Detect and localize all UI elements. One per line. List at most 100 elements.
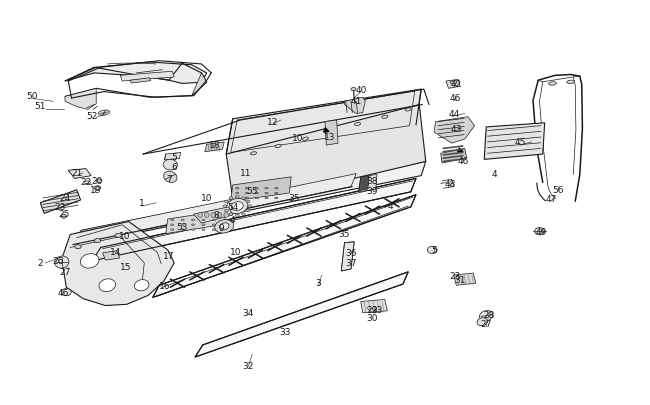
Text: 56: 56: [552, 185, 564, 194]
Text: 10: 10: [201, 193, 213, 202]
Ellipse shape: [274, 188, 278, 190]
Text: 18: 18: [209, 141, 220, 149]
Ellipse shape: [212, 224, 216, 226]
Ellipse shape: [214, 220, 234, 234]
Ellipse shape: [99, 279, 116, 292]
Ellipse shape: [235, 196, 239, 198]
Text: 5: 5: [432, 246, 437, 255]
Text: 10: 10: [119, 231, 131, 240]
Text: 53: 53: [176, 222, 188, 231]
Text: 9: 9: [218, 223, 224, 232]
Text: 19: 19: [90, 185, 102, 194]
Ellipse shape: [549, 83, 556, 86]
Polygon shape: [226, 105, 426, 207]
Text: 23: 23: [371, 305, 383, 314]
Ellipse shape: [231, 202, 243, 211]
Text: 32: 32: [242, 361, 254, 370]
Polygon shape: [359, 175, 377, 192]
Text: 10: 10: [229, 247, 241, 256]
Text: 47: 47: [545, 195, 557, 204]
Text: 40: 40: [355, 85, 367, 94]
Text: 2: 2: [38, 258, 43, 267]
Text: 30: 30: [366, 313, 378, 322]
Text: 39: 39: [366, 187, 378, 196]
Ellipse shape: [192, 224, 195, 226]
Ellipse shape: [229, 197, 233, 200]
Ellipse shape: [202, 220, 205, 221]
Ellipse shape: [217, 213, 222, 218]
Ellipse shape: [255, 198, 259, 199]
Text: 4: 4: [230, 215, 235, 224]
Text: 14: 14: [110, 247, 122, 256]
Ellipse shape: [223, 205, 227, 208]
Text: 8: 8: [213, 211, 218, 220]
Text: 1: 1: [139, 199, 144, 208]
Ellipse shape: [181, 220, 185, 221]
Ellipse shape: [246, 193, 248, 194]
Polygon shape: [62, 222, 174, 306]
Ellipse shape: [202, 229, 205, 231]
Ellipse shape: [227, 199, 248, 214]
Ellipse shape: [274, 193, 278, 194]
Ellipse shape: [96, 179, 101, 183]
Text: 3: 3: [316, 278, 321, 287]
Polygon shape: [40, 190, 81, 214]
Text: 28: 28: [483, 311, 495, 320]
Polygon shape: [164, 153, 181, 160]
Ellipse shape: [242, 213, 246, 216]
Text: 17: 17: [163, 252, 175, 260]
Polygon shape: [120, 72, 174, 82]
Polygon shape: [344, 98, 365, 114]
Polygon shape: [341, 242, 354, 271]
Text: 24: 24: [59, 194, 71, 203]
Text: 54: 54: [227, 203, 239, 212]
Ellipse shape: [274, 198, 278, 199]
Ellipse shape: [224, 210, 228, 212]
Text: 27: 27: [480, 320, 492, 328]
Ellipse shape: [477, 318, 488, 326]
Polygon shape: [65, 63, 207, 84]
Ellipse shape: [192, 229, 195, 231]
Ellipse shape: [567, 81, 575, 84]
Polygon shape: [130, 79, 151, 84]
Text: 46: 46: [457, 157, 469, 166]
Ellipse shape: [265, 188, 268, 190]
Text: 25: 25: [58, 209, 70, 218]
Ellipse shape: [135, 280, 149, 291]
Polygon shape: [103, 251, 120, 260]
Text: 4: 4: [387, 201, 393, 210]
Text: 11: 11: [240, 169, 252, 178]
Ellipse shape: [250, 152, 257, 156]
Text: 37: 37: [345, 258, 357, 267]
Polygon shape: [359, 176, 369, 191]
Ellipse shape: [94, 239, 101, 243]
Ellipse shape: [212, 229, 216, 231]
Ellipse shape: [428, 247, 437, 254]
Text: 7: 7: [166, 175, 172, 183]
Text: 42: 42: [450, 80, 462, 89]
Ellipse shape: [255, 188, 259, 190]
Polygon shape: [72, 162, 426, 246]
Polygon shape: [195, 272, 408, 357]
Ellipse shape: [61, 289, 72, 296]
Polygon shape: [231, 177, 291, 202]
Text: 4: 4: [491, 170, 497, 179]
Polygon shape: [166, 211, 226, 234]
Ellipse shape: [211, 213, 216, 218]
Ellipse shape: [351, 88, 356, 92]
Ellipse shape: [55, 256, 69, 269]
Ellipse shape: [246, 201, 250, 203]
Polygon shape: [226, 90, 421, 155]
Polygon shape: [194, 207, 233, 224]
Ellipse shape: [204, 213, 209, 218]
Ellipse shape: [98, 111, 110, 116]
Ellipse shape: [235, 188, 239, 190]
Ellipse shape: [212, 220, 216, 221]
Ellipse shape: [94, 186, 101, 190]
Text: 50: 50: [27, 92, 38, 101]
Text: 31: 31: [454, 276, 466, 285]
Text: 34: 34: [242, 308, 254, 317]
Ellipse shape: [181, 229, 185, 231]
Ellipse shape: [81, 254, 99, 269]
Text: 16: 16: [159, 281, 171, 290]
